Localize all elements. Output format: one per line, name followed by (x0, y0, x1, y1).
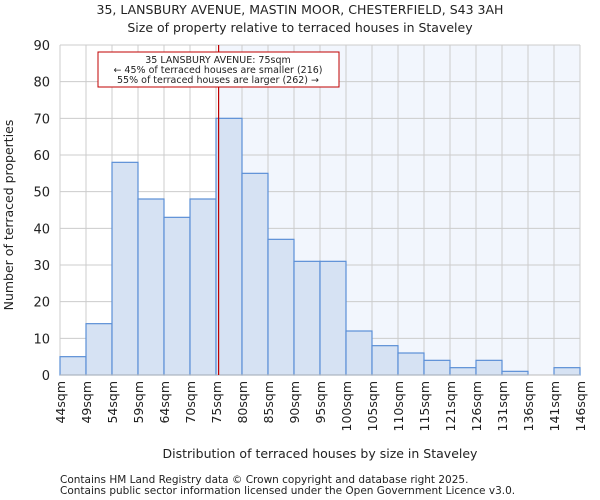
histogram-bar (267, 238, 295, 376)
x-tick-label: 126sqm (469, 381, 484, 431)
y-tick-label: 0 (42, 369, 50, 384)
x-tick-label: 49sqm (79, 381, 94, 424)
x-tick-label: 90sqm (287, 381, 302, 424)
x-tick-label: 95sqm (313, 381, 328, 424)
histogram-bar (59, 356, 87, 376)
y-tick-label: 80 (33, 76, 50, 91)
x-tick-label: 85sqm (261, 381, 276, 424)
x-axis-label: Distribution of terraced houses by size … (163, 446, 479, 461)
annotation-line-3: 55% of terraced houses are larger (262) … (117, 75, 319, 86)
histogram-bar (475, 359, 503, 376)
x-tick-label: 64sqm (157, 381, 172, 424)
x-tick-label: 115sqm (417, 381, 432, 431)
x-tick-label: 100sqm (339, 381, 354, 431)
y-tick-label: 60 (33, 149, 50, 164)
histogram-bar (553, 367, 581, 376)
histogram-bar (371, 345, 399, 376)
x-tick-label: 105sqm (365, 381, 380, 431)
histogram-bar (241, 172, 269, 376)
x-tick-label: 54sqm (105, 381, 120, 424)
histogram-bar (423, 359, 451, 376)
x-tick-label: 70sqm (183, 381, 198, 424)
y-axis-label: Number of terraced properties (1, 120, 16, 311)
chart-title: 35, LANSBURY AVENUE, MASTIN MOOR, CHESTE… (97, 2, 504, 17)
chart-subtitle: Size of property relative to terraced ho… (127, 20, 473, 35)
histogram-bar (85, 323, 113, 376)
histogram-bar (215, 117, 243, 376)
histogram-bar (293, 260, 321, 376)
x-tick-label: 59sqm (131, 381, 146, 424)
histogram-bar (189, 198, 217, 376)
footer-line-1: Contains HM Land Registry data © Crown c… (60, 474, 468, 486)
x-tick-label: 110sqm (391, 381, 406, 431)
y-tick-label: 20 (33, 296, 50, 311)
x-tick-label: 131sqm (495, 381, 510, 431)
footer-line-2: Contains public sector information licen… (60, 485, 515, 497)
annotation-line-1: 35 LANSBURY AVENUE: 75sqm (145, 55, 291, 66)
x-tick-label: 44sqm (53, 381, 68, 424)
x-tick-label: 146sqm (573, 381, 588, 431)
x-tick-label: 121sqm (443, 381, 458, 431)
x-tick-label: 75sqm (209, 381, 224, 424)
y-tick-label: 10 (33, 332, 50, 347)
x-tick-label: 80sqm (235, 381, 250, 424)
histogram-bar (449, 367, 477, 376)
histogram-bar (137, 198, 165, 376)
y-tick-label: 50 (33, 186, 50, 201)
x-tick-label: 136sqm (521, 381, 536, 431)
y-tick-label: 90 (33, 39, 50, 54)
histogram-bar (345, 330, 373, 376)
annotation-line-2: ← 45% of terraced houses are smaller (21… (113, 65, 322, 76)
y-tick-label: 40 (33, 222, 50, 237)
y-tick-label: 70 (33, 112, 50, 127)
histogram-bar (111, 161, 139, 376)
y-tick-label: 30 (33, 259, 50, 274)
histogram-bar (501, 370, 529, 376)
annotation-box (97, 51, 340, 88)
x-tick-label: 141sqm (547, 381, 562, 431)
histogram-bar (163, 216, 191, 376)
histogram-bar (397, 352, 425, 376)
histogram-bar (319, 260, 347, 376)
